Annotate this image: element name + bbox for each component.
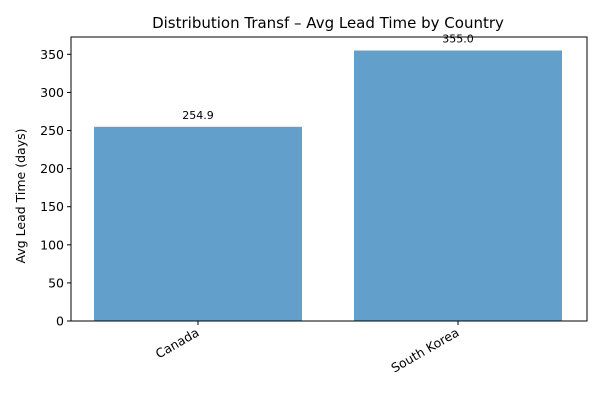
data-label: 254.9: [182, 109, 214, 122]
bar-canada: [94, 126, 302, 322]
plot-frame: [70, 36, 588, 322]
data-label: 355.0: [442, 33, 474, 46]
y-tick-label: 350: [40, 47, 64, 62]
x-tick-label: Canada: [153, 325, 202, 362]
y-tick-label: 250: [40, 123, 64, 138]
plot-area: 254.9 Canada 355.0 South Korea 0 50 100 150 200 2…: [40, 33, 588, 376]
y-axis-label: Avg Lead Time (days): [13, 129, 28, 264]
x-tick-label: South Korea: [388, 325, 461, 376]
y-tick-label: 0: [56, 314, 64, 329]
y-tick-label: 300: [40, 85, 64, 100]
bar-south-korea: [354, 50, 562, 322]
y-tick-label: 100: [40, 237, 64, 252]
y-tick-label: 50: [48, 275, 64, 290]
y-tick-label: 200: [40, 161, 64, 176]
chart-title: Distribution Transf – Avg Lead Time by C…: [152, 14, 504, 32]
y-tick-label: 150: [40, 199, 64, 214]
